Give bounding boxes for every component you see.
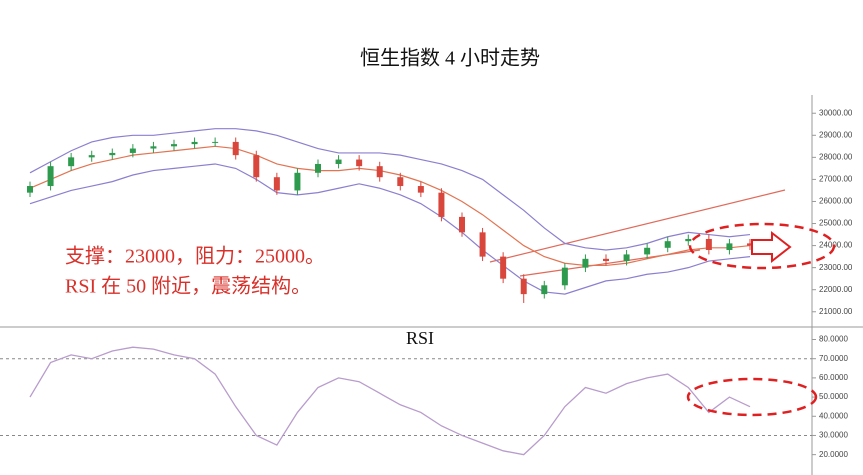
y-tick-label: 22000.00 [819, 285, 853, 294]
y-tick-label: 27000.00 [819, 175, 853, 184]
candle-body [541, 285, 548, 295]
highlight-ellipse [688, 222, 836, 270]
candle-body [232, 141, 239, 156]
annotation: 支撑：23000，阻力：25000。 [65, 245, 325, 268]
candle-body [129, 148, 136, 153]
y-tick-label: 24000.00 [819, 241, 853, 250]
band-middle [29, 145, 751, 267]
y-tick-label: 80.0000 [819, 335, 848, 344]
candle-body [603, 258, 609, 262]
candle-body [212, 141, 219, 143]
y-tick-label: 28000.00 [819, 152, 853, 161]
highlight-ellipse [686, 377, 818, 417]
candle-body [253, 155, 260, 178]
candle-body [150, 146, 157, 149]
candle-body [109, 152, 116, 156]
candle-body [705, 238, 712, 250]
y-tick-label: 30.0000 [819, 431, 848, 440]
candle-body [397, 177, 404, 187]
trend-line [519, 249, 701, 277]
y-tick-label: 70.0000 [819, 354, 848, 363]
y-tick-label: 26000.00 [819, 197, 853, 206]
rsi-line [29, 346, 751, 456]
candle-body [520, 278, 527, 295]
candle-body [500, 256, 507, 279]
y-tick-label: 23000.00 [819, 263, 853, 272]
candle-body [68, 157, 75, 167]
candle-body [459, 216, 465, 233]
trend-line [489, 189, 786, 263]
y-tick-label: 30000.00 [819, 108, 853, 117]
y-tick-label: 20.0000 [819, 450, 848, 459]
candle-body [479, 232, 486, 257]
candle-body [561, 267, 568, 286]
candle-body [356, 159, 363, 167]
candle-body [644, 247, 651, 255]
candle-body [438, 192, 445, 217]
candle-body [417, 186, 424, 193]
band-lower [29, 163, 751, 295]
candle-body [273, 177, 280, 191]
y-tick-label: 50.0000 [819, 392, 848, 401]
candle-body [623, 254, 630, 262]
candle-body [582, 258, 589, 268]
candle-body [685, 238, 692, 242]
marks: 21000.00 22000.00 23000.00 24000.00 25000.00… [0, 108, 853, 459]
candle-body [191, 141, 198, 145]
y-tick-label: 29000.00 [819, 130, 853, 139]
candle-body [47, 166, 54, 187]
candle-body [171, 144, 177, 147]
y-tick-label: 40.0000 [819, 411, 848, 420]
annotation: RSI 在 50 附近，震荡结构。 [65, 275, 311, 298]
arrow [751, 230, 792, 264]
candle-body [726, 243, 733, 250]
y-tick-label: 60.0000 [819, 373, 848, 382]
band-upper [29, 128, 751, 251]
y-tick-label: 21000.00 [819, 307, 853, 316]
chart-title: 恒生指数 4 小时走势 [360, 47, 540, 70]
candle-body [27, 186, 33, 193]
candle-body [664, 241, 671, 248]
candle-body [335, 159, 342, 164]
panel-title: RSI [406, 328, 434, 348]
y-tick-label: 25000.00 [819, 219, 853, 228]
candle-body [88, 155, 95, 158]
candle-body [315, 163, 321, 173]
candle-body [747, 243, 753, 246]
candle-body [294, 172, 301, 191]
candle-body [376, 166, 383, 178]
